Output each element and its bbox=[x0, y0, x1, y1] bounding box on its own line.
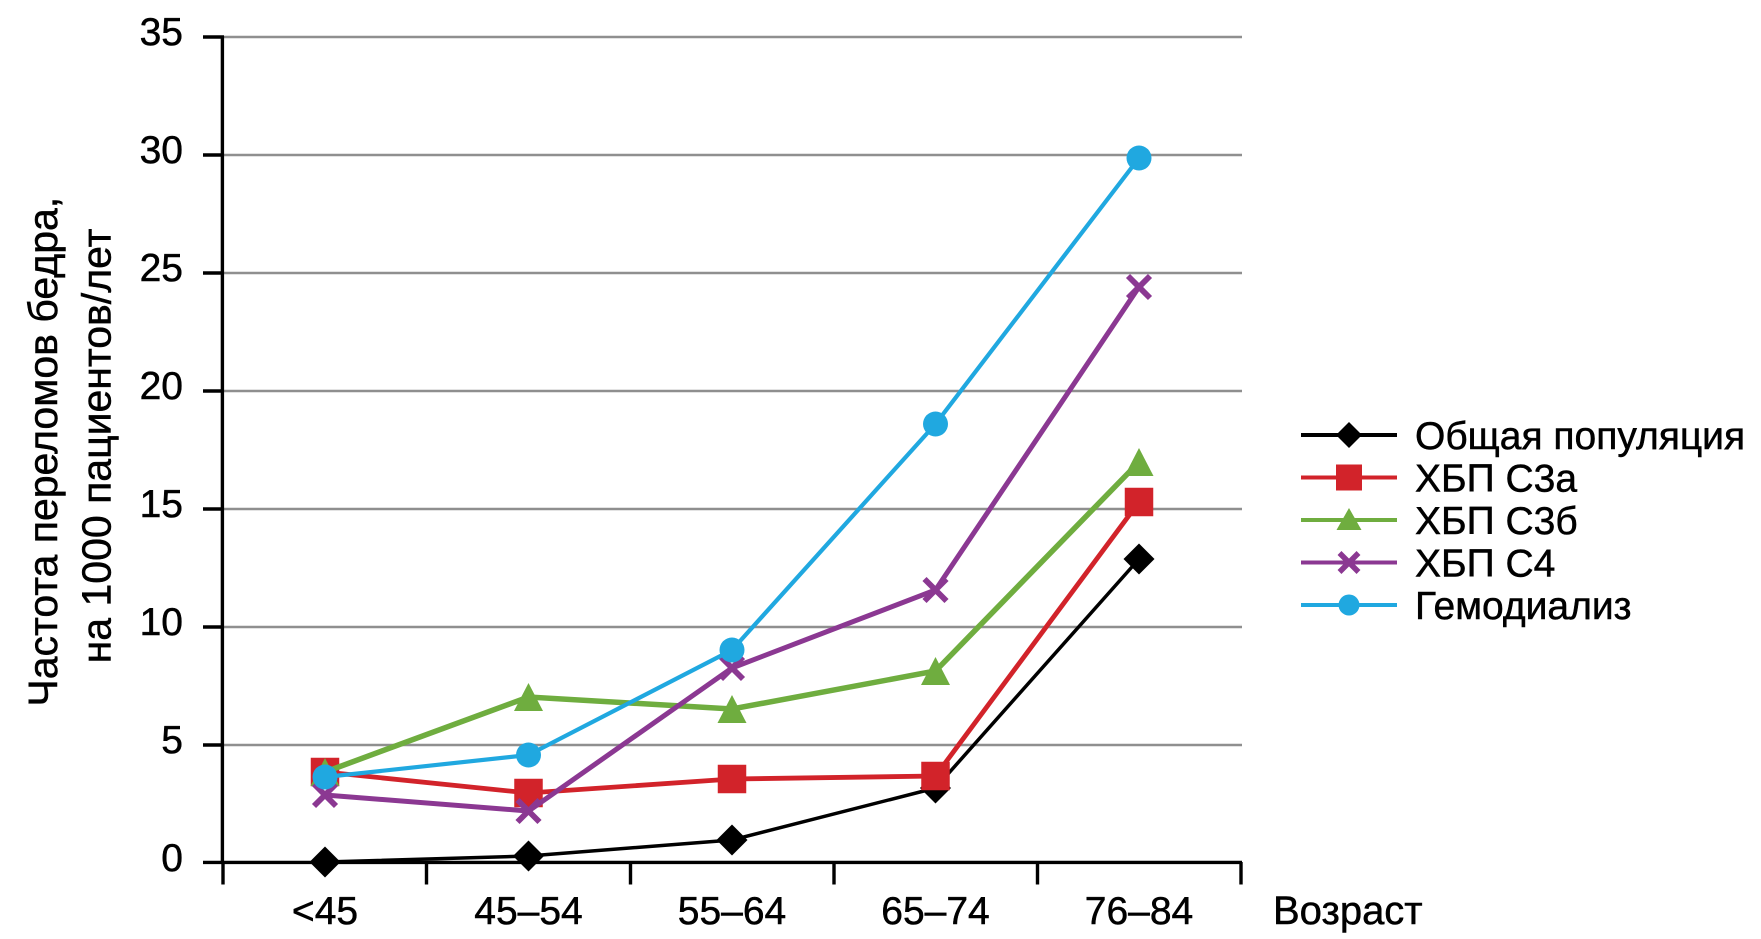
svg-text:ХБП С3б: ХБП С3б bbox=[1415, 500, 1578, 543]
svg-text:ХБП С3а: ХБП С3а bbox=[1415, 458, 1577, 501]
svg-text:Возраст: Возраст bbox=[1273, 889, 1423, 933]
svg-text:Частота переломов бедра, н: Частота переломов бедра, на 1000 пациент… bbox=[20, 185, 120, 706]
svg-text:20: 20 bbox=[140, 365, 183, 408]
svg-text:55–64: 55–64 bbox=[678, 890, 786, 933]
svg-text:0: 0 bbox=[161, 837, 183, 880]
svg-text:ХБП С4: ХБП С4 bbox=[1415, 543, 1555, 586]
svg-text:45–54: 45–54 bbox=[474, 890, 582, 933]
svg-text:15: 15 bbox=[140, 483, 183, 526]
svg-text:25: 25 bbox=[140, 247, 183, 290]
svg-text:65–74: 65–74 bbox=[881, 890, 989, 933]
svg-text:76–84: 76–84 bbox=[1085, 890, 1193, 933]
svg-text:Общая популяция: Общая популяция bbox=[1415, 415, 1745, 458]
svg-text:10: 10 bbox=[140, 601, 183, 644]
svg-text:30: 30 bbox=[140, 129, 183, 172]
svg-text:5: 5 bbox=[161, 719, 183, 762]
svg-text:35: 35 bbox=[140, 11, 183, 54]
svg-text:<45: <45 bbox=[292, 890, 358, 933]
svg-text:Гемодиализ: Гемодиализ bbox=[1415, 585, 1632, 628]
